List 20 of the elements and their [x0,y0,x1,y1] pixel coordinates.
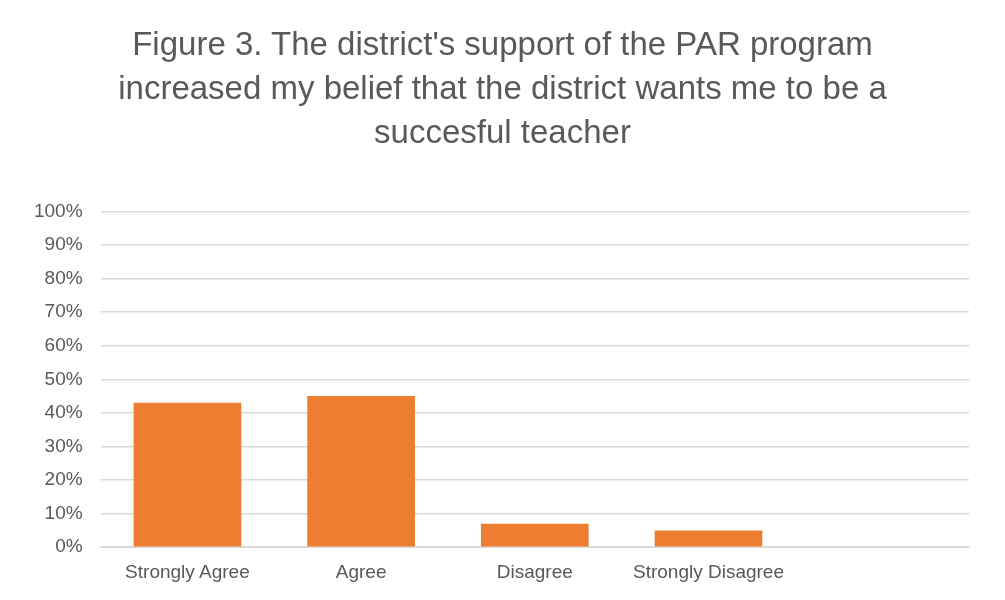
x-tick-label: Strongly Disagree [632,560,784,582]
y-tick-label: 50% [44,367,83,389]
bar [480,523,589,547]
bar [133,402,242,547]
y-tick-label: 70% [44,300,83,322]
y-tick-label: 40% [44,401,83,423]
y-tick-label: 100% [33,199,83,221]
y-tick-label: 20% [44,468,83,490]
y-tick-label: 90% [44,233,83,255]
chart-title: Figure 3. The district's support of the PAR program increased my belief that the district wants me to be a succesful teacher [117,24,888,152]
y-tick-label: 0% [55,535,83,557]
x-tick-label: Disagree [496,560,573,582]
x-tick-label: Strongly Agree [125,560,250,582]
y-tick-label: 60% [44,333,83,355]
y-tick-label: 30% [44,434,83,456]
y-tick-label: 80% [44,266,83,288]
y-tick-label: 10% [44,501,83,523]
x-tick-label: Agree [335,560,387,582]
bar [307,396,415,547]
bar [654,530,763,547]
